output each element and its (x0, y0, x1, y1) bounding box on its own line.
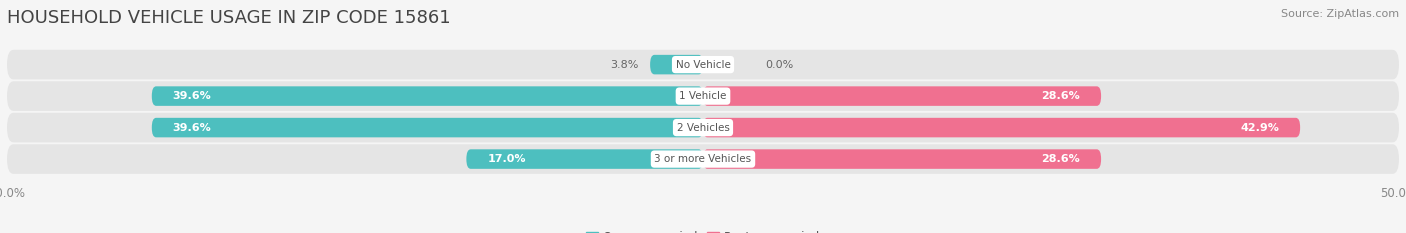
Text: 42.9%: 42.9% (1240, 123, 1279, 133)
Text: 28.6%: 28.6% (1042, 154, 1080, 164)
Text: 17.0%: 17.0% (488, 154, 526, 164)
FancyBboxPatch shape (467, 149, 703, 169)
FancyBboxPatch shape (703, 118, 1301, 137)
FancyBboxPatch shape (152, 86, 703, 106)
Text: Source: ZipAtlas.com: Source: ZipAtlas.com (1281, 9, 1399, 19)
Text: 3 or more Vehicles: 3 or more Vehicles (654, 154, 752, 164)
Text: 1 Vehicle: 1 Vehicle (679, 91, 727, 101)
Text: No Vehicle: No Vehicle (675, 60, 731, 70)
Text: 28.6%: 28.6% (1042, 91, 1080, 101)
Text: 0.0%: 0.0% (766, 60, 794, 70)
FancyBboxPatch shape (152, 118, 703, 137)
FancyBboxPatch shape (7, 144, 1399, 174)
Text: 39.6%: 39.6% (173, 91, 211, 101)
Text: HOUSEHOLD VEHICLE USAGE IN ZIP CODE 15861: HOUSEHOLD VEHICLE USAGE IN ZIP CODE 1586… (7, 9, 451, 27)
FancyBboxPatch shape (650, 55, 703, 74)
FancyBboxPatch shape (7, 81, 1399, 111)
Text: 2 Vehicles: 2 Vehicles (676, 123, 730, 133)
Text: 39.6%: 39.6% (173, 123, 211, 133)
Legend: Owner-occupied, Renter-occupied: Owner-occupied, Renter-occupied (581, 226, 825, 233)
FancyBboxPatch shape (703, 149, 1101, 169)
FancyBboxPatch shape (7, 50, 1399, 79)
FancyBboxPatch shape (7, 113, 1399, 142)
FancyBboxPatch shape (703, 86, 1101, 106)
Text: 3.8%: 3.8% (610, 60, 638, 70)
